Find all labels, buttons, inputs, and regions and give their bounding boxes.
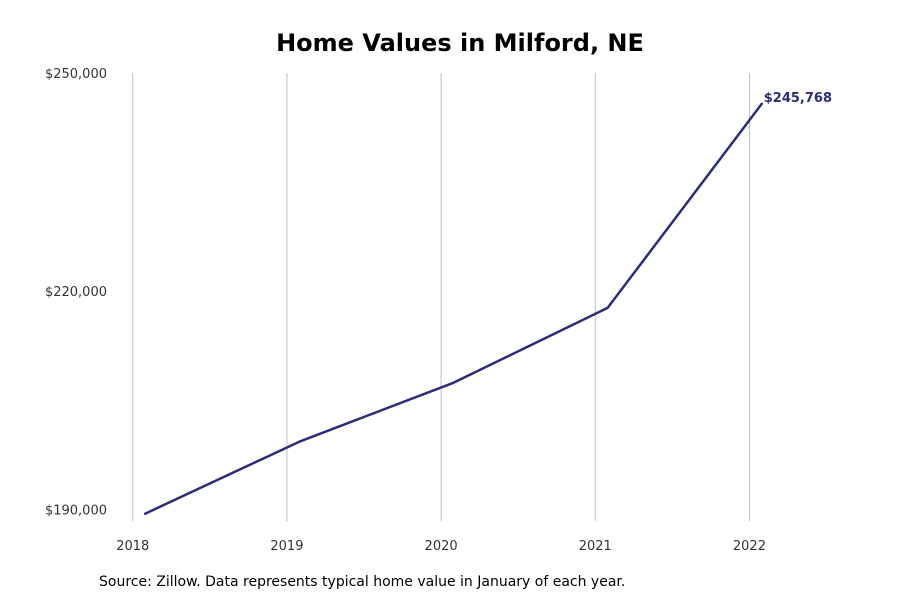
x-tick-label: 2022	[733, 539, 766, 554]
x-tick-label: 2021	[579, 539, 612, 554]
source-note: Source: Zillow. Data represents typical …	[99, 574, 626, 590]
x-tick-label: 2020	[425, 539, 458, 554]
x-tick-label: 2018	[116, 539, 149, 554]
chart-title: Home Values in Milford, NE	[276, 29, 644, 57]
y-axis-ticks: $190,000 $220,000 $250,000	[45, 67, 107, 518]
x-axis-ticks: 2018 2019 2020 2021 2022	[116, 539, 766, 554]
y-tick-label: $220,000	[45, 285, 107, 300]
series-layer	[143, 102, 764, 515]
x-tick-label: 2019	[270, 539, 303, 554]
series-line	[143, 102, 764, 515]
y-tick-label: $250,000	[45, 67, 107, 82]
end-value-label: $245,768	[764, 91, 832, 106]
grid-lines	[132, 73, 750, 521]
y-tick-label: $190,000	[45, 503, 107, 518]
